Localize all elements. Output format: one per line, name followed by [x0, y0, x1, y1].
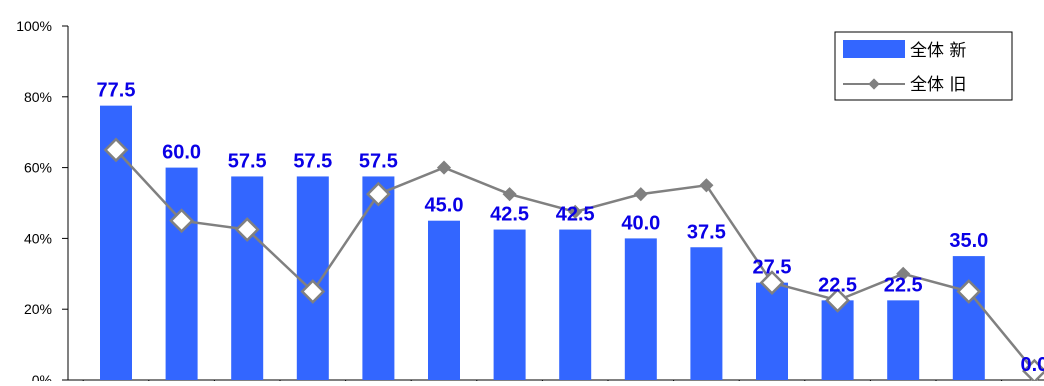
bar	[165, 167, 198, 380]
line-series-old	[103, 137, 1044, 384]
y-tick-label: 60%	[24, 160, 52, 176]
data-label: 42.5	[490, 204, 529, 226]
data-label: 40.0	[621, 212, 660, 234]
bar-series-new	[100, 105, 985, 381]
bar	[952, 256, 985, 380]
legend-swatch-new	[843, 40, 905, 58]
line-point	[896, 266, 911, 281]
line-point	[699, 178, 714, 193]
legend-label-new: 全体 新	[910, 41, 966, 61]
bar	[559, 229, 592, 380]
bar	[887, 300, 920, 380]
data-label: 35.0	[949, 230, 988, 252]
bar	[296, 176, 329, 380]
line-point	[633, 187, 648, 202]
line-point	[366, 181, 391, 207]
data-label: 57.5	[293, 150, 332, 172]
y-tick-label: 20%	[24, 301, 52, 317]
line-point	[234, 217, 260, 242]
line-point	[1022, 358, 1044, 384]
data-label: 37.5	[687, 221, 726, 243]
y-tick-label: 80%	[24, 89, 52, 105]
data-label: 42.5	[556, 204, 595, 226]
bar	[690, 247, 723, 380]
data-label: 0.0	[1020, 354, 1044, 376]
line-point	[825, 287, 850, 313]
bar	[493, 229, 526, 380]
line-point	[169, 208, 194, 234]
legend-label-old: 全体 旧	[910, 75, 966, 95]
line-point	[103, 137, 129, 163]
data-label: 22.5	[884, 274, 923, 296]
data-label: 27.5	[753, 257, 792, 279]
bar	[231, 176, 264, 380]
bar	[821, 300, 854, 380]
data-label: 22.5	[818, 274, 857, 296]
line-point	[956, 279, 982, 304]
bar	[428, 220, 460, 380]
data-label: 45.0	[425, 195, 464, 217]
legend: 全体 新 全体 旧	[834, 31, 1013, 101]
data-label: 57.5	[359, 150, 398, 172]
y-tick-label: 0%	[32, 372, 52, 381]
line-point	[759, 270, 785, 296]
data-label: 77.5	[97, 80, 136, 102]
line-point	[502, 187, 517, 202]
y-tick-label: 100%	[16, 18, 52, 34]
y-tick-label: 40%	[24, 230, 52, 246]
data-label: 57.5	[228, 150, 267, 172]
data-labels: 77.5 60.0 57.5 57.5 57.5 45.0 42.5 42.5 40.0 37.5…	[97, 80, 1044, 376]
line-point	[568, 204, 583, 219]
line-point	[436, 160, 452, 175]
data-label: 60.0	[162, 142, 201, 164]
axes	[67, 26, 1044, 381]
bar	[624, 238, 657, 380]
bar	[756, 282, 788, 380]
line-point	[300, 279, 326, 304]
bar	[362, 176, 395, 380]
